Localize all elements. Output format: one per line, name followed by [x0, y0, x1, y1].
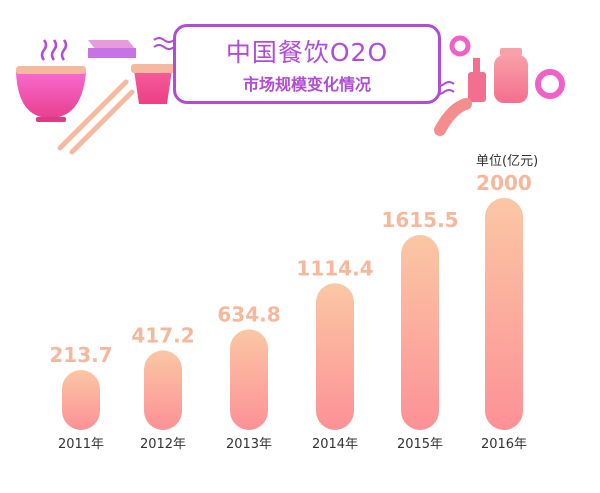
value-label: 1615.5: [381, 208, 458, 232]
value-label: 1114.4: [296, 256, 373, 280]
ring-icon: [535, 69, 565, 99]
bar-2012年: [144, 350, 182, 430]
value-label: 213.7: [49, 343, 112, 367]
tray-icon: [88, 40, 136, 58]
category-label: 2014年: [312, 437, 358, 452]
bar-2015年: [401, 235, 439, 430]
category-label: 2016年: [481, 437, 527, 452]
value-label: 634.8: [217, 302, 280, 326]
unit-label: 单位(亿元): [476, 154, 539, 169]
category-label: 2013年: [226, 437, 272, 452]
category-label: 2011年: [58, 437, 104, 452]
bar-2011年: [62, 370, 100, 430]
title-box: 中国餐饮O2O 市场规模变化情况: [173, 24, 441, 104]
bar-2013年: [230, 329, 268, 430]
bottle-icon: [468, 58, 486, 102]
steam-icon: [40, 39, 68, 61]
bar-2016年: [485, 198, 523, 430]
chopsticks-icon: [57, 79, 135, 155]
jar-icon: [494, 48, 528, 103]
chart-title: 中国餐饮O2O: [225, 38, 389, 67]
noodle-bowl-icon: [16, 66, 86, 122]
value-label: 417.2: [131, 323, 194, 347]
category-label: 2015年: [397, 437, 443, 452]
bar-2014年: [316, 283, 354, 430]
value-label: 2000: [476, 171, 532, 195]
chart-subtitle: 市场规模变化情况: [242, 75, 371, 94]
category-label: 2012年: [140, 437, 186, 452]
cup-icon: [131, 64, 175, 104]
sausage-icon: [434, 98, 472, 136]
ring-icon: [449, 35, 471, 57]
